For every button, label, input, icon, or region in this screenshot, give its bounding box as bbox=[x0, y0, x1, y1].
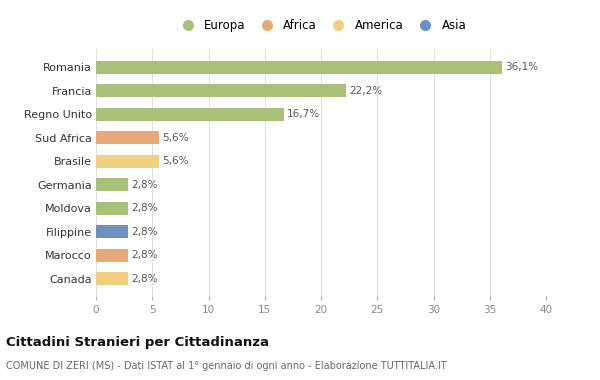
Text: 2,8%: 2,8% bbox=[131, 203, 157, 213]
Bar bbox=[96, 249, 128, 262]
Text: COMUNE DI ZERI (MS) - Dati ISTAT al 1° gennaio di ogni anno - Elaborazione TUTTI: COMUNE DI ZERI (MS) - Dati ISTAT al 1° g… bbox=[6, 361, 446, 371]
Bar bbox=[96, 225, 128, 238]
Text: 5,6%: 5,6% bbox=[163, 133, 189, 142]
Text: 36,1%: 36,1% bbox=[505, 62, 539, 72]
Text: 2,8%: 2,8% bbox=[131, 250, 157, 260]
Bar bbox=[96, 272, 128, 285]
Bar bbox=[96, 61, 502, 74]
Bar bbox=[96, 178, 128, 191]
Bar bbox=[96, 131, 159, 144]
Text: 22,2%: 22,2% bbox=[349, 86, 382, 96]
Bar bbox=[96, 155, 159, 168]
Bar bbox=[96, 84, 346, 97]
Bar bbox=[96, 108, 284, 120]
Text: Cittadini Stranieri per Cittadinanza: Cittadini Stranieri per Cittadinanza bbox=[6, 336, 269, 349]
Text: 2,8%: 2,8% bbox=[131, 180, 157, 190]
Text: 16,7%: 16,7% bbox=[287, 109, 320, 119]
Legend: Europa, Africa, America, Asia: Europa, Africa, America, Asia bbox=[172, 16, 470, 36]
Bar bbox=[96, 202, 128, 215]
Text: 2,8%: 2,8% bbox=[131, 227, 157, 237]
Text: 2,8%: 2,8% bbox=[131, 274, 157, 284]
Text: 5,6%: 5,6% bbox=[163, 156, 189, 166]
